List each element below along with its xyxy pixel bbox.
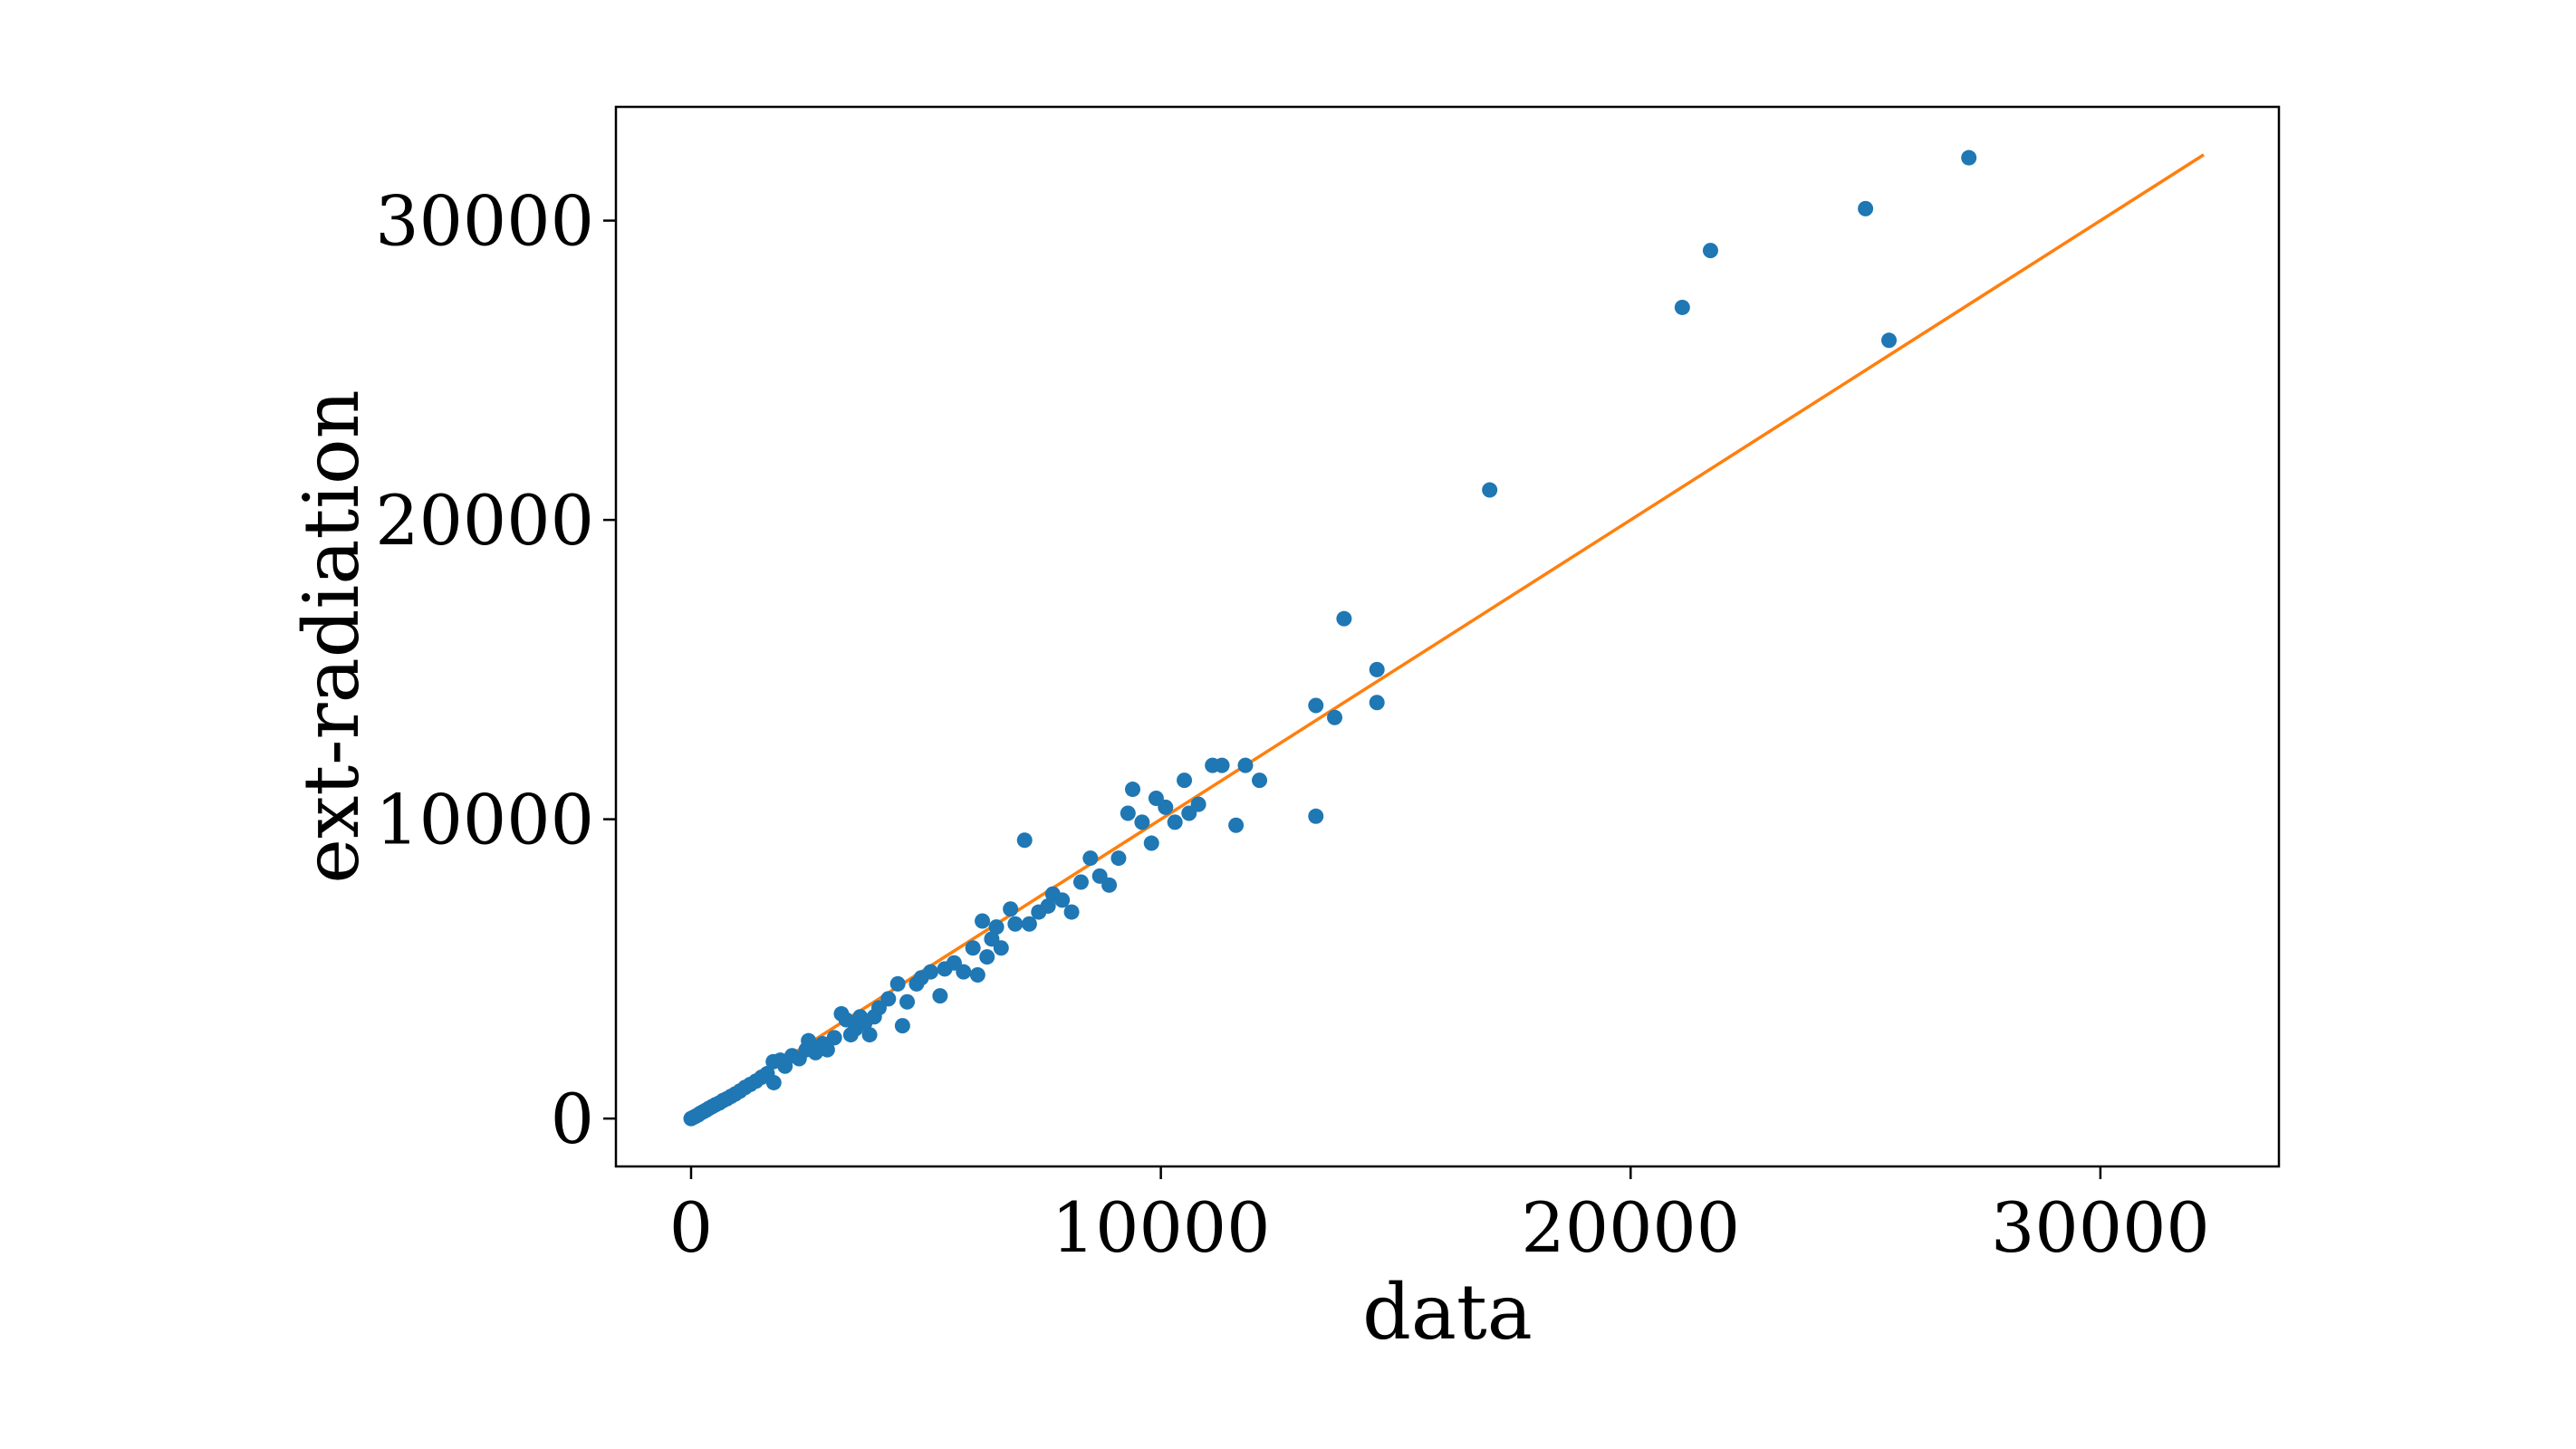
data-point [1177, 772, 1193, 789]
data-point [880, 991, 897, 1007]
data-point [1674, 299, 1690, 315]
fit-line-layer [690, 153, 2205, 1120]
x-tick-label: 30000 [1991, 1187, 2210, 1268]
data-point [979, 949, 995, 965]
data-point [956, 964, 972, 980]
plot-frame [614, 105, 2281, 1168]
data-point [1040, 897, 1056, 914]
data-point [1125, 782, 1141, 798]
data-point [1308, 808, 1324, 824]
y-tick-label: 0 [551, 1079, 594, 1159]
data-point [1007, 916, 1024, 932]
data-point [1190, 796, 1206, 812]
data-point [1072, 874, 1089, 890]
data-point [826, 1030, 842, 1046]
data-point [1082, 850, 1099, 867]
data-point [1143, 835, 1159, 851]
data-point [861, 1027, 878, 1043]
data-point [1369, 661, 1385, 677]
data-point [765, 1074, 782, 1090]
fit-line [690, 153, 2205, 1120]
data-point [1054, 892, 1071, 908]
data-point [1308, 697, 1324, 714]
y-tick-label: 10000 [375, 780, 594, 860]
data-point [1021, 916, 1037, 932]
data-point [801, 1032, 817, 1049]
data-point [1858, 200, 1874, 216]
tick-layer: 0 10000 20000 30000 0 10000 20000 30000 [375, 181, 2210, 1268]
data-point [988, 919, 1004, 936]
x-tick-label: 20000 [1521, 1187, 1740, 1268]
data-point [1369, 695, 1385, 711]
data-point [1482, 482, 1498, 498]
data-point [1214, 757, 1230, 773]
data-point [1134, 814, 1150, 830]
data-point [1327, 709, 1343, 725]
data-point [1063, 904, 1080, 920]
data-point [1101, 877, 1118, 893]
data-point-layer [683, 149, 1977, 1127]
data-point [1228, 817, 1245, 833]
data-point [922, 964, 938, 980]
x-axis-label: data [1362, 1268, 1533, 1357]
data-point [1336, 610, 1352, 627]
y-axis-label: ext-radiation [287, 389, 376, 883]
data-point [975, 913, 991, 929]
data-point [1961, 149, 1977, 166]
data-point [1158, 799, 1174, 815]
data-point [899, 993, 916, 1010]
data-point [932, 988, 948, 1004]
y-tick-label: 20000 [375, 480, 594, 561]
data-point [894, 1018, 910, 1034]
data-point [1252, 772, 1268, 789]
data-point [1003, 901, 1019, 917]
data-point [889, 975, 906, 992]
data-point [993, 940, 1009, 956]
data-point [965, 940, 981, 956]
data-point [1120, 805, 1136, 821]
data-point [1110, 850, 1127, 867]
data-point [819, 1041, 835, 1058]
data-point [1881, 332, 1898, 349]
data-point [1016, 832, 1033, 849]
data-point [1237, 757, 1254, 773]
y-tick-label: 30000 [375, 181, 594, 262]
x-tick-label: 10000 [1052, 1187, 1271, 1268]
data-point [1702, 243, 1718, 259]
data-point [969, 966, 985, 983]
data-point [1167, 814, 1183, 830]
x-tick-label: 0 [669, 1187, 713, 1268]
